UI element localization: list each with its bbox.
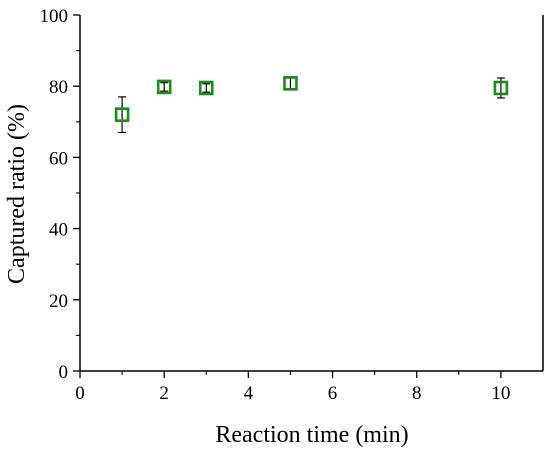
x-tick-label: 6 — [328, 383, 338, 404]
square-marker — [156, 79, 172, 95]
x-tick-label: 10 — [491, 383, 510, 404]
plot-frame — [79, 15, 544, 372]
y-tick-label: 60 — [49, 148, 68, 169]
square-marker — [198, 80, 214, 96]
y-tick-label: 40 — [49, 220, 68, 241]
x-tick-label: 2 — [159, 383, 169, 404]
square-marker — [114, 107, 130, 122]
x-tick-label: 8 — [412, 383, 422, 404]
square-marker — [493, 80, 509, 96]
data-point — [493, 77, 509, 99]
data-point — [283, 76, 298, 91]
data-point — [156, 79, 172, 95]
x-tick-label: 0 — [75, 383, 85, 404]
data-point — [198, 80, 214, 96]
data-markers — [114, 76, 509, 134]
y-tick-label: 20 — [49, 291, 68, 312]
x-tick-label: 4 — [244, 383, 254, 404]
y-tick-label: 100 — [40, 6, 69, 27]
data-point — [114, 96, 130, 134]
y-tick-label: 80 — [49, 77, 68, 98]
x-axis-title: Reaction time (min) — [215, 422, 408, 448]
y-axis-title: Captured ratio (%) — [4, 104, 30, 284]
square-marker — [283, 76, 298, 91]
axis-ticks — [73, 14, 502, 378]
y-tick-label: 0 — [59, 362, 69, 383]
